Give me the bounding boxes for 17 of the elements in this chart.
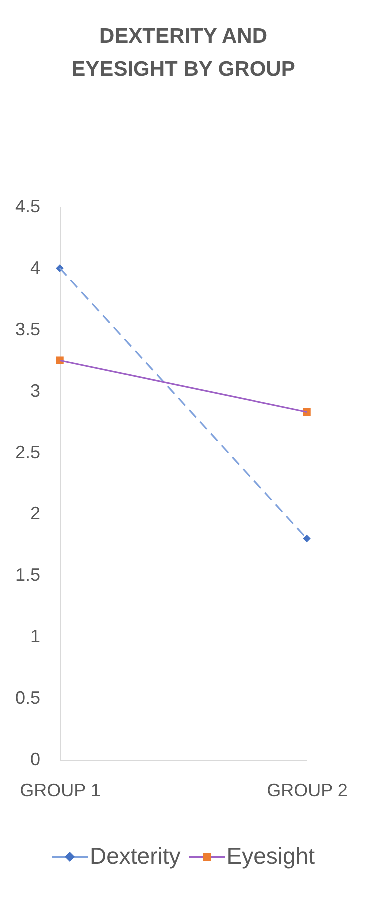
y-tick-label: 1.5: [15, 565, 40, 586]
point: [56, 356, 64, 364]
y-tick-label: 3.5: [15, 319, 40, 340]
legend-label: Eyesight: [226, 843, 315, 870]
y-tick-label: 2.5: [15, 442, 40, 462]
y-tick-label: 0.5: [15, 688, 40, 708]
point: [303, 534, 311, 543]
y-tick-label: 4.5: [15, 196, 40, 216]
y-tick-label: 2: [30, 504, 40, 524]
y-tick-label: 0: [30, 750, 40, 770]
y-tick-label: 4: [30, 258, 40, 278]
x-tick-label: GROUP 1: [20, 780, 101, 800]
y-tick-label: 3: [30, 380, 40, 401]
y-tick-label: 1: [30, 626, 40, 647]
legend-label: Dexterity: [90, 843, 181, 870]
chart-title: DEXTERITY AND EYESIGHT BY GROUP: [72, 25, 296, 81]
x-tick-label: GROUP 2: [267, 780, 348, 800]
